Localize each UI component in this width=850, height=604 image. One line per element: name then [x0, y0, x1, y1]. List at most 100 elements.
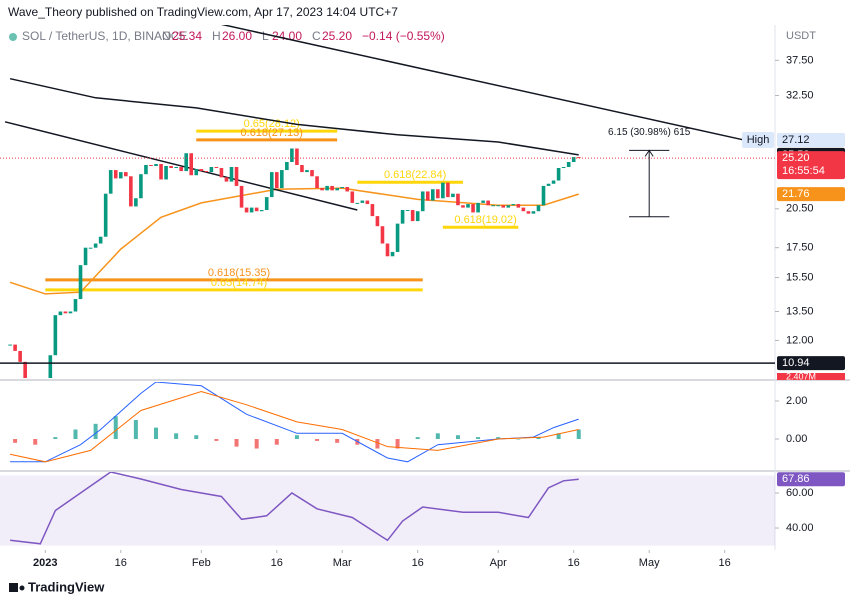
- histogram-bar: [375, 439, 380, 449]
- candle: [501, 205, 506, 208]
- candle: [385, 243, 390, 257]
- candle: [350, 191, 355, 203]
- histogram-bar: [73, 429, 78, 440]
- brand: TradingView: [28, 579, 105, 594]
- ohlc-key: H: [212, 29, 221, 43]
- x-tick-label: 2023: [33, 557, 57, 569]
- candle: [556, 168, 561, 181]
- candle: [541, 185, 546, 206]
- candle: [551, 180, 556, 184]
- candle: [209, 167, 214, 173]
- ohlc-key: C: [312, 29, 321, 43]
- candle: [83, 247, 88, 266]
- candle: [395, 223, 400, 252]
- candle: [566, 161, 571, 168]
- candle: [335, 188, 339, 191]
- histogram-bar: [13, 439, 18, 443]
- measure-label: 6.15 (30.98%) 615: [608, 127, 691, 138]
- rsi-band: [0, 475, 775, 546]
- logo: TradingView: [9, 579, 105, 594]
- ohlc-value: 25.34: [172, 29, 202, 43]
- candle: [305, 170, 309, 173]
- candle: [340, 187, 345, 189]
- macd-line: [9, 390, 579, 463]
- x-tick-label: 16: [271, 557, 283, 569]
- symbol: SOL / TetherUS, 1D, BINANCE: [22, 29, 187, 43]
- candle: [521, 207, 526, 212]
- volume-badge: [777, 373, 845, 380]
- candle: [264, 197, 269, 211]
- candle: [174, 167, 178, 169]
- candle: [194, 169, 199, 176]
- x-tick-label: Apr: [490, 557, 507, 569]
- ohlc-key: O: [162, 29, 171, 43]
- candle: [98, 236, 103, 244]
- x-tick-label: 16: [568, 557, 580, 569]
- y-tick-label: 20.50: [786, 203, 814, 215]
- indicator-line: [9, 187, 579, 295]
- candle: [531, 211, 536, 214]
- candle: [224, 177, 229, 182]
- fib-label: 0.618(15.35): [208, 267, 270, 279]
- histogram-bar: [194, 435, 199, 440]
- candle: [204, 171, 209, 173]
- candle: [355, 202, 360, 204]
- candle: [139, 174, 143, 199]
- histogram-bar: [294, 435, 299, 440]
- x-tick-label: 16: [412, 557, 424, 569]
- candle: [234, 167, 239, 186]
- candle: [375, 216, 380, 227]
- candle: [330, 185, 334, 191]
- ohlc-value: 24.00: [272, 29, 302, 43]
- candle: [68, 311, 73, 314]
- candle: [199, 169, 204, 172]
- candle: [400, 210, 405, 224]
- histogram-bar: [33, 439, 38, 445]
- price-badge: [777, 151, 845, 180]
- candle: [48, 355, 53, 378]
- candle: [229, 167, 234, 182]
- candle: [300, 164, 304, 173]
- candle: [466, 204, 470, 208]
- candle: [526, 211, 531, 214]
- histogram-bar: [274, 439, 279, 445]
- line-badge: [777, 187, 845, 202]
- price-badge-text: 27.12: [782, 134, 810, 146]
- candle: [184, 153, 189, 172]
- histogram-bar: [476, 437, 481, 440]
- candle: [536, 205, 541, 212]
- histogram-bar: [133, 420, 138, 440]
- candle: [430, 189, 435, 201]
- candle: [113, 170, 118, 179]
- candle: [274, 172, 279, 189]
- histogram-bar: [113, 416, 118, 440]
- y-tick-label: 17.50: [786, 242, 814, 254]
- histogram-bar: [435, 433, 440, 440]
- candle: [405, 210, 410, 212]
- candle: [546, 183, 551, 186]
- candle: [425, 191, 430, 201]
- candle: [280, 170, 284, 189]
- countdown: 16:55:54: [782, 165, 825, 177]
- candle: [214, 167, 219, 169]
- candle: [63, 311, 68, 314]
- candle: [93, 243, 98, 248]
- candle: [310, 170, 314, 177]
- macd-pane: [9, 382, 581, 463]
- tag-box: [742, 132, 774, 149]
- histogram-bar: [53, 437, 58, 440]
- candle: [8, 344, 12, 346]
- candle: [124, 172, 128, 177]
- histogram-bar: [254, 439, 259, 449]
- candle: [189, 153, 194, 176]
- y-axis-label: USDT: [786, 30, 816, 42]
- candle: [446, 182, 450, 198]
- candle: [345, 187, 350, 192]
- candle: [325, 185, 329, 191]
- indicator-line: [4, 121, 358, 211]
- price-badge: [777, 356, 845, 371]
- candle: [53, 315, 58, 356]
- candle: [456, 193, 460, 206]
- candle: [415, 211, 420, 222]
